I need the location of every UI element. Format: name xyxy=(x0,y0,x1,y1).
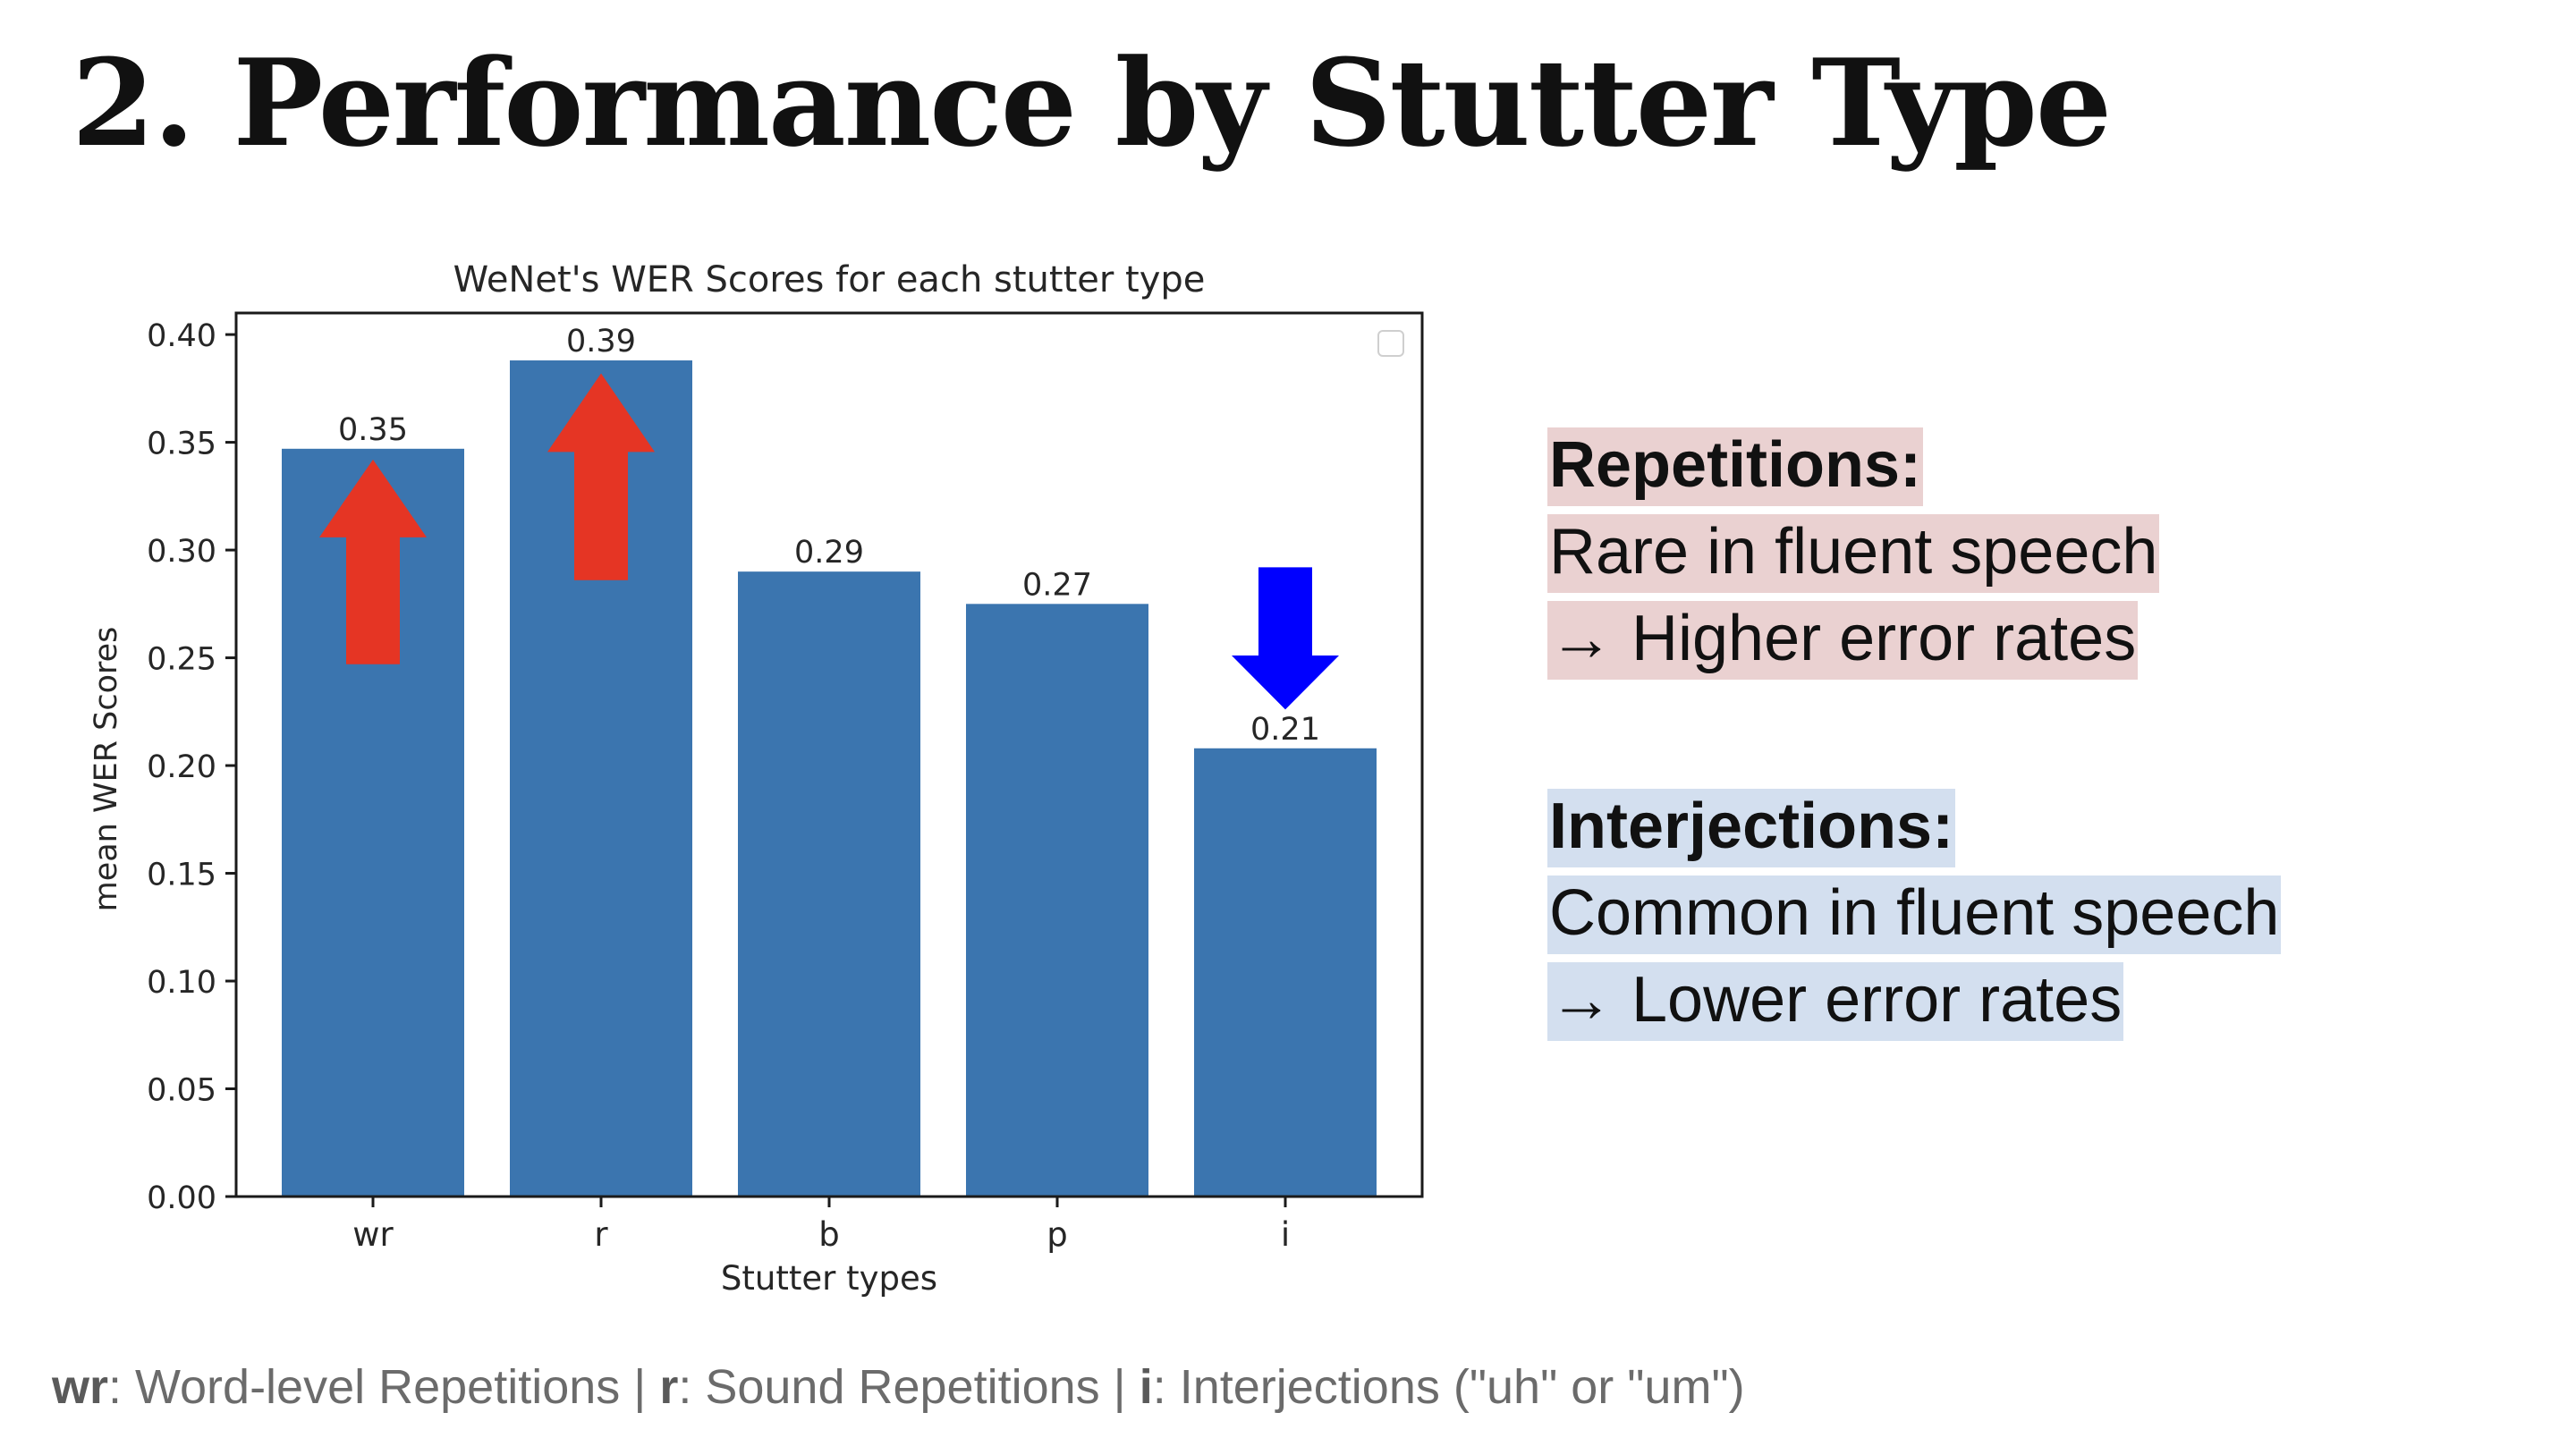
legend-box xyxy=(1377,330,1404,357)
slide-title: 2. Performance by Stutter Type xyxy=(72,32,2112,173)
y-tick-label: 0.00 xyxy=(147,1180,216,1216)
x-tick-label-b: b xyxy=(818,1215,840,1254)
data-label-b: 0.29 xyxy=(794,535,864,571)
footnote-text-i: : Interjections ("uh" or "um") xyxy=(1152,1360,1745,1414)
plot-frame xyxy=(234,311,1424,1198)
footnote-key-i: i xyxy=(1139,1360,1153,1414)
footnote-key-r: r xyxy=(659,1360,679,1414)
bar-p xyxy=(966,604,1148,1197)
y-tick-label: 0.05 xyxy=(147,1073,216,1109)
arrow-down-i xyxy=(1232,567,1339,710)
x-axis-label: Stutter types xyxy=(721,1259,937,1298)
footnote-text-wr: : Word-level Repetitions | xyxy=(108,1360,660,1414)
repetitions-line-1: Rare in fluent speech xyxy=(1547,514,2160,593)
arrow-up-r xyxy=(547,373,655,580)
data-label-p: 0.27 xyxy=(1022,567,1092,603)
footnote: wr: Word-level Repetitions | r: Sound Re… xyxy=(52,1359,1745,1415)
arrow-up-wr xyxy=(319,459,427,664)
interjections-line-2: → Lower error rates xyxy=(1547,962,2124,1041)
repetitions-heading: Repetitions: xyxy=(1547,427,1924,506)
repetitions-callout: Repetitions: Rare in fluent speech → Hig… xyxy=(1547,422,2160,682)
footnote-key-wr: wr xyxy=(52,1360,109,1414)
chart-title: WeNet's WER Scores for each stutter type xyxy=(453,259,1206,300)
y-tick-label: 0.35 xyxy=(147,427,216,462)
y-axis-label: mean WER Scores xyxy=(89,627,124,912)
interjections-line-1: Common in fluent speech xyxy=(1547,875,2282,954)
y-tick-label: 0.30 xyxy=(147,534,216,570)
x-tick-label-p: p xyxy=(1046,1215,1068,1254)
y-tick-label: 0.25 xyxy=(147,642,216,678)
interjections-heading: Interjections: xyxy=(1547,789,1956,867)
y-tick-label: 0.20 xyxy=(147,749,216,785)
interjections-callout: Interjections: Common in fluent speech →… xyxy=(1547,783,2282,1044)
y-tick-label: 0.40 xyxy=(147,318,216,354)
bar-chart: WeNet's WER Scores for each stutter type… xyxy=(89,259,1424,1298)
y-tick-label: 0.15 xyxy=(147,858,216,893)
x-tick-label-i: i xyxy=(1281,1215,1290,1254)
y-tick-label: 0.10 xyxy=(147,965,216,1001)
bar-b xyxy=(738,571,920,1197)
footnote-text-r: : Sound Repetitions | xyxy=(678,1360,1140,1414)
x-tick-label-r: r xyxy=(594,1215,608,1254)
repetitions-line-2: → Higher error rates xyxy=(1547,601,2139,680)
data-label-wr: 0.35 xyxy=(338,412,408,448)
plot-area: 0.00 0.05 0.10 0.15 0.20 0.25 0.30 0.35 0.40 0.35… xyxy=(147,318,1377,1254)
data-label-r: 0.39 xyxy=(566,324,636,360)
bar-i xyxy=(1194,748,1377,1197)
x-tick-label-wr: wr xyxy=(352,1215,394,1254)
data-label-i: 0.21 xyxy=(1250,712,1320,748)
